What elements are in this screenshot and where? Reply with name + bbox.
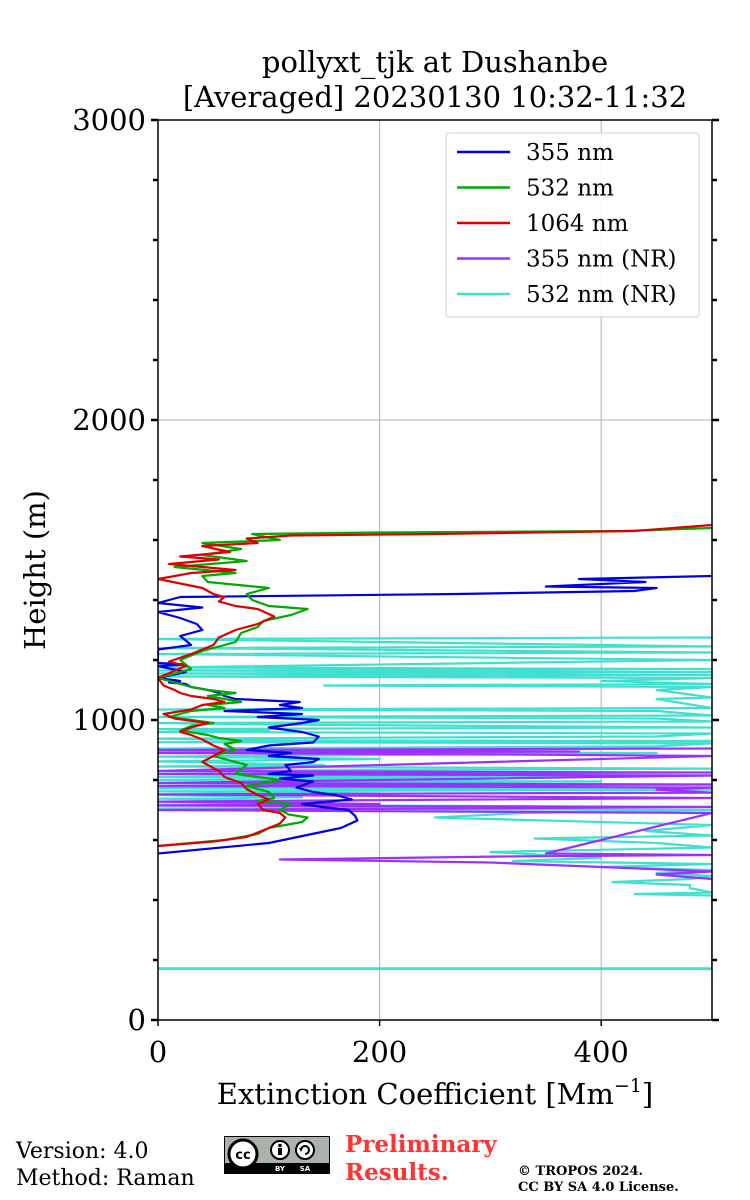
cc-license-badge: cc BY SA xyxy=(224,1136,330,1174)
x-axis-label-end: ] xyxy=(642,1077,653,1111)
chart-title-line-2: [Averaged] 20230130 10:32-11:32 xyxy=(183,80,687,114)
legend-label: 532 nm xyxy=(526,176,614,202)
series-line-1064-nm xyxy=(158,523,712,848)
x-axis-label-main: Extinction Coefficient [Mm xyxy=(217,1077,614,1111)
preliminary-results-line-2: Results. xyxy=(345,1159,449,1186)
y-tick-label: 2000 xyxy=(72,403,146,437)
chart-title-line-1: pollyxt_tjk at Dushanbe xyxy=(262,45,608,80)
copyright-line-2: CC BY SA 4.0 License. xyxy=(518,1180,679,1195)
sa-label: SA xyxy=(300,1165,311,1173)
legend-label: 532 nm (NR) xyxy=(526,282,677,308)
preliminary-results-line-1: Preliminary xyxy=(345,1131,497,1158)
cc-icon: cc xyxy=(227,1138,259,1170)
x-axis-label: Extinction Coefficient [Mm−1] xyxy=(217,1075,653,1111)
x-tick-label: 0 xyxy=(149,1035,167,1069)
svg-text:cc: cc xyxy=(235,1148,250,1163)
by-icon xyxy=(270,1140,290,1160)
version-text: Version: 4.0 xyxy=(16,1139,149,1164)
legend-box xyxy=(445,132,700,318)
by-label: BY xyxy=(275,1165,286,1173)
x-axis-label-superscript: −1 xyxy=(614,1075,642,1097)
series-layer xyxy=(158,523,712,971)
y-tick-label: 0 xyxy=(128,1003,146,1037)
y-tick-label: 3000 xyxy=(72,103,146,137)
y-tick-label: 1000 xyxy=(72,703,146,737)
method-text: Method: Raman xyxy=(16,1166,195,1191)
legend-label: 355 nm xyxy=(526,140,614,166)
axis-ticks: 0 200 400 0 1000 2000 3000 xyxy=(72,103,719,1069)
x-tick-label: 200 xyxy=(352,1035,407,1069)
x-tick-label: 400 xyxy=(574,1035,629,1069)
series-line-532-nm xyxy=(158,526,712,848)
legend-label: 1064 nm xyxy=(526,211,629,237)
series-line-355-nm xyxy=(158,574,712,855)
series-line-355-nm-nr xyxy=(158,747,712,881)
legend: 355 nm 532 nm 1064 nm 355 nm (NR) 532 nm (NR… xyxy=(445,132,700,318)
legend-label: 355 nm (NR) xyxy=(526,247,677,273)
y-axis-label: Height (m) xyxy=(18,490,52,650)
copyright-line-1: © TROPOS 2024. xyxy=(518,1164,644,1179)
sa-icon xyxy=(295,1140,315,1160)
plot-frame xyxy=(157,119,713,1021)
